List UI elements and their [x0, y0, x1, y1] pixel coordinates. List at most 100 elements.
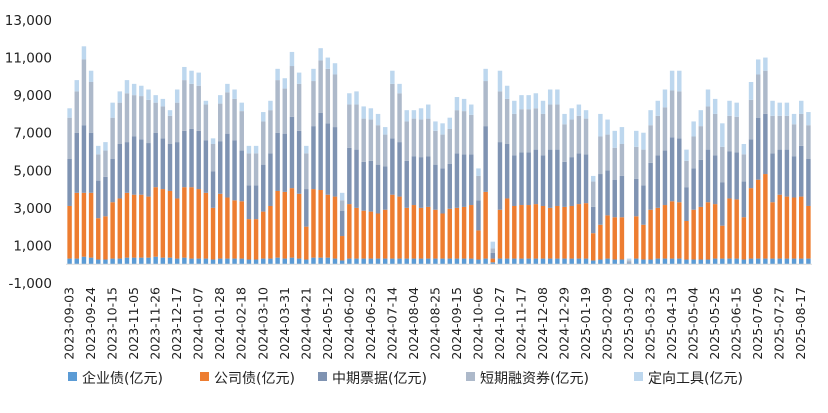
legend-label: 短期融资券(亿元) [480, 371, 589, 387]
bar-segment-4 [662, 107, 668, 151]
bar-segment-4 [375, 125, 381, 165]
bar-stack [433, 121, 438, 265]
bar-segment-3 [232, 140, 237, 201]
bar-segment-3 [519, 152, 524, 206]
bar-segment-1 [196, 258, 201, 265]
bar-segment-1 [598, 259, 603, 265]
x-tick-label: 2023-11-05 [126, 287, 141, 360]
bar-segment-5 [433, 121, 438, 131]
bar-segment-3 [253, 185, 259, 220]
x-tick-label: 2024-03-10 [255, 287, 270, 360]
bar-segment-1 [67, 258, 72, 265]
bar-segment-3 [490, 252, 496, 259]
bar-segment-4 [799, 113, 804, 146]
bar-segment-1 [131, 257, 137, 265]
bar-segment-4 [153, 102, 158, 133]
bar-segment-1 [239, 258, 244, 265]
bar-segment-5 [662, 89, 668, 108]
bar-segment-5 [648, 110, 653, 126]
bar-segment-2 [576, 204, 582, 259]
bar-segment-4 [196, 85, 201, 131]
bar-segment-4 [454, 110, 460, 154]
bar-segment-4 [225, 92, 230, 134]
bar-segment-5 [705, 89, 711, 107]
bar-segment-4 [440, 134, 445, 169]
bar-segment-5 [712, 98, 718, 114]
bar-segment-3 [167, 143, 173, 191]
bar-stack [770, 100, 775, 265]
bar-segment-3 [354, 149, 359, 208]
bar-segment-5 [397, 83, 402, 94]
bar-segment-1 [354, 258, 359, 265]
bar-segment-2 [547, 207, 553, 259]
bar-stack [426, 104, 431, 265]
bar-segment-3 [720, 182, 725, 226]
bar-stack [691, 121, 696, 265]
bar-segment-2 [261, 211, 266, 259]
bar-stack [282, 78, 288, 265]
bar-stack [239, 102, 244, 265]
bar-stack [103, 142, 108, 265]
x-tick-label: 2024-07-14 [384, 287, 399, 360]
bar-segment-4 [131, 95, 137, 137]
bar-segment-5 [368, 108, 374, 120]
bar-segment-3 [296, 130, 302, 194]
bar-segment-2 [124, 192, 130, 258]
bar-segment-4 [741, 154, 747, 182]
x-tick-label: 2024-05-12 [320, 287, 335, 360]
bar-segment-1 [375, 258, 381, 265]
bar-segment-3 [246, 185, 252, 220]
bar-segment-1 [576, 258, 582, 265]
bar-segment-1 [304, 259, 309, 265]
bar-segment-1 [390, 258, 395, 265]
bar-segment-1 [655, 258, 661, 265]
bar-segment-4 [397, 93, 402, 143]
bar-segment-1 [540, 258, 546, 265]
bar-segment-1 [433, 258, 438, 265]
bar-segment-1 [476, 259, 481, 265]
bar-segment-1 [526, 258, 531, 265]
bar-segment-1 [519, 258, 524, 265]
x-tick-label: 2024-12-29 [557, 287, 572, 360]
bar-segment-4 [727, 115, 732, 152]
x-tick-label: 2024-06-23 [363, 287, 378, 360]
bar-stack [382, 127, 388, 265]
y-tick-label: 7,000 [13, 126, 52, 142]
bar-segment-2 [655, 207, 661, 259]
bar-segment-4 [791, 124, 797, 157]
bar-segment-3 [146, 143, 151, 197]
bar-segment-2 [88, 192, 94, 258]
bar-segment-1 [784, 258, 790, 265]
bar-segment-1 [447, 258, 452, 265]
bar-segment-3 [318, 112, 323, 191]
bar-segment-5 [282, 78, 288, 89]
bar-stack [174, 89, 180, 265]
bar-segment-1 [282, 258, 288, 265]
bar-segment-4 [246, 153, 252, 186]
bar-segment-5 [497, 70, 503, 92]
bar-segment-4 [311, 81, 316, 127]
bar-segment-4 [289, 66, 295, 117]
bar-segment-5 [598, 113, 603, 137]
bar-segment-5 [555, 89, 560, 105]
bar-segment-3 [734, 152, 739, 200]
bar-segment-1 [139, 257, 144, 265]
bar-segment-1 [777, 258, 782, 265]
bar-segment-4 [81, 59, 87, 126]
bar-stack [569, 108, 574, 265]
x-tick-label: 2024-08-04 [406, 287, 421, 360]
bar-stack [741, 143, 747, 265]
bar-segment-3 [433, 164, 438, 210]
x-tick-label: 2024-11-17 [513, 287, 528, 360]
bar-segment-2 [540, 205, 546, 259]
bar-stack [160, 98, 166, 265]
bar-stack [497, 70, 503, 265]
bar-segment-5 [626, 258, 632, 261]
bar-segment-1 [806, 258, 811, 265]
x-tick-label: 2023-10-15 [105, 287, 120, 360]
bar-segment-4 [275, 80, 280, 133]
bar-segment-4 [519, 109, 524, 153]
bar-segment-4 [562, 124, 567, 162]
bar-segment-1 [605, 258, 610, 265]
bar-segment-1 [504, 258, 510, 265]
